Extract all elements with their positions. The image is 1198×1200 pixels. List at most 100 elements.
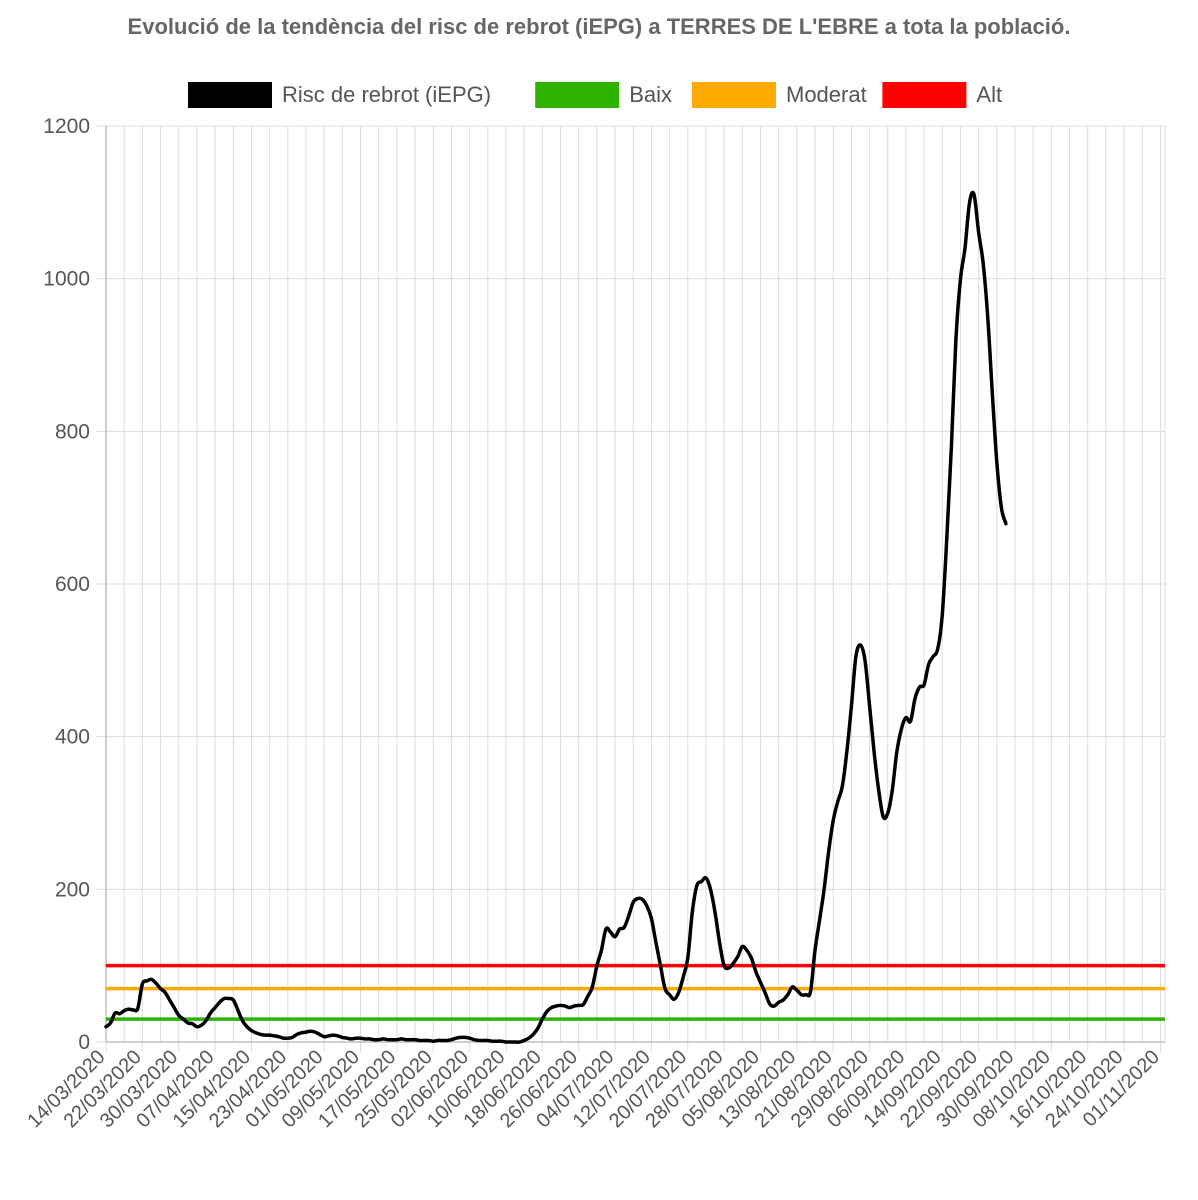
data-point[interactable] bbox=[861, 656, 869, 664]
data-point[interactable] bbox=[229, 996, 237, 1004]
data-point[interactable] bbox=[838, 782, 846, 790]
legend-swatch-moderat[interactable] bbox=[692, 82, 776, 108]
data-point[interactable] bbox=[884, 809, 892, 817]
data-point[interactable] bbox=[652, 939, 660, 947]
data-point[interactable] bbox=[743, 946, 751, 954]
data-point[interactable] bbox=[134, 1004, 142, 1012]
data-point[interactable] bbox=[161, 988, 169, 996]
data-point[interactable] bbox=[757, 979, 765, 987]
data-point[interactable] bbox=[675, 988, 683, 996]
data-point[interactable] bbox=[707, 885, 715, 893]
legend: Risc de rebrot (iEPG) Baix Moderat Alt bbox=[188, 82, 1002, 108]
data-point[interactable] bbox=[107, 1019, 115, 1027]
data-point[interactable] bbox=[920, 681, 928, 689]
legend-swatch-alt[interactable] bbox=[882, 82, 967, 108]
data-point[interactable] bbox=[888, 786, 896, 794]
data-point[interactable] bbox=[820, 885, 828, 893]
data-point[interactable] bbox=[966, 198, 974, 206]
data-point[interactable] bbox=[625, 912, 633, 920]
data-point[interactable] bbox=[716, 939, 724, 947]
data-point[interactable] bbox=[166, 996, 174, 1004]
data-point[interactable] bbox=[734, 953, 742, 961]
data-point[interactable] bbox=[961, 244, 969, 252]
reference-lines bbox=[106, 963, 1165, 1021]
data-point[interactable] bbox=[752, 968, 760, 976]
legend-label-alt: Alt bbox=[976, 82, 1002, 107]
data-point[interactable] bbox=[938, 611, 946, 619]
data-point[interactable] bbox=[847, 702, 855, 710]
data-point[interactable] bbox=[829, 817, 837, 825]
data-point[interactable] bbox=[534, 1024, 542, 1032]
series-line-risc-de-rebrot bbox=[104, 190, 1008, 1044]
data-point[interactable] bbox=[643, 902, 651, 910]
y-tick-label: 200 bbox=[55, 878, 90, 901]
chart-title: Evolució de la tendència del risc de reb… bbox=[128, 14, 1071, 39]
y-tick-labels: 0 200 400 600 800 1000 1200 bbox=[43, 115, 90, 1054]
data-point[interactable] bbox=[907, 717, 915, 725]
data-point[interactable] bbox=[747, 954, 755, 962]
y-tick-label: 1000 bbox=[43, 268, 90, 291]
data-point[interactable] bbox=[620, 924, 628, 932]
data-point[interactable] bbox=[957, 275, 965, 283]
x-tick-labels: 14/03/202022/03/202030/03/202007/04/2020… bbox=[23, 1046, 1164, 1132]
data-point[interactable] bbox=[866, 702, 874, 710]
legend-swatch-risc-de-rebrot-iepg[interactable] bbox=[188, 82, 272, 108]
data-point[interactable] bbox=[684, 954, 692, 962]
data-point[interactable] bbox=[784, 991, 792, 999]
data-point[interactable] bbox=[975, 229, 983, 237]
data-point[interactable] bbox=[688, 908, 696, 916]
data-point[interactable] bbox=[870, 748, 878, 756]
legend-label-baix: Baix bbox=[629, 82, 672, 107]
data-point[interactable] bbox=[988, 389, 996, 397]
data-point[interactable] bbox=[897, 725, 905, 733]
data-point[interactable] bbox=[170, 1004, 178, 1012]
data-point[interactable] bbox=[670, 995, 678, 1003]
data-point[interactable] bbox=[638, 895, 646, 903]
y-tick-label: 1200 bbox=[43, 115, 90, 138]
data-point[interactable] bbox=[584, 992, 592, 1000]
data-point[interactable] bbox=[234, 1006, 242, 1014]
data-point[interactable] bbox=[947, 443, 955, 451]
data-point[interactable] bbox=[825, 847, 833, 855]
data-point[interactable] bbox=[702, 874, 710, 882]
data-point[interactable] bbox=[538, 1015, 546, 1023]
data-point[interactable] bbox=[984, 313, 992, 321]
data-point[interactable] bbox=[911, 695, 919, 703]
data-point[interactable] bbox=[925, 660, 933, 668]
data-point[interactable] bbox=[816, 916, 824, 924]
data-point[interactable] bbox=[934, 645, 942, 653]
y-tick-label: 400 bbox=[55, 726, 90, 749]
data-point[interactable] bbox=[857, 641, 865, 649]
data-point[interactable] bbox=[952, 336, 960, 344]
data-point[interactable] bbox=[597, 946, 605, 954]
series-risc-de-rebrot bbox=[104, 190, 1010, 1044]
data-point[interactable] bbox=[593, 962, 601, 970]
data-point[interactable] bbox=[843, 748, 851, 756]
data-point[interactable] bbox=[979, 259, 987, 267]
data-point[interactable] bbox=[761, 988, 769, 996]
data-point[interactable] bbox=[711, 908, 719, 916]
data-point[interactable] bbox=[852, 653, 860, 661]
data-point[interactable] bbox=[929, 653, 937, 661]
data-point[interactable] bbox=[943, 534, 951, 542]
data-point[interactable] bbox=[970, 191, 978, 199]
data-point[interactable] bbox=[647, 914, 655, 922]
data-point[interactable] bbox=[657, 962, 665, 970]
data-point[interactable] bbox=[811, 946, 819, 954]
axes bbox=[105, 126, 1165, 1043]
data-point[interactable] bbox=[993, 458, 1001, 466]
data-point[interactable] bbox=[834, 798, 842, 806]
data-point[interactable] bbox=[997, 504, 1005, 512]
y-tick-label: 0 bbox=[78, 1031, 90, 1054]
data-point[interactable] bbox=[611, 933, 619, 941]
data-point[interactable] bbox=[893, 748, 901, 756]
data-point[interactable] bbox=[679, 973, 687, 981]
data-point[interactable] bbox=[202, 1017, 210, 1025]
data-point[interactable] bbox=[579, 1001, 587, 1009]
data-point[interactable] bbox=[875, 786, 883, 794]
data-point[interactable] bbox=[588, 983, 596, 991]
data-point[interactable] bbox=[807, 988, 815, 996]
legend-swatch-baix[interactable] bbox=[535, 82, 620, 108]
data-point[interactable] bbox=[729, 959, 737, 967]
data-point[interactable] bbox=[1002, 520, 1010, 528]
